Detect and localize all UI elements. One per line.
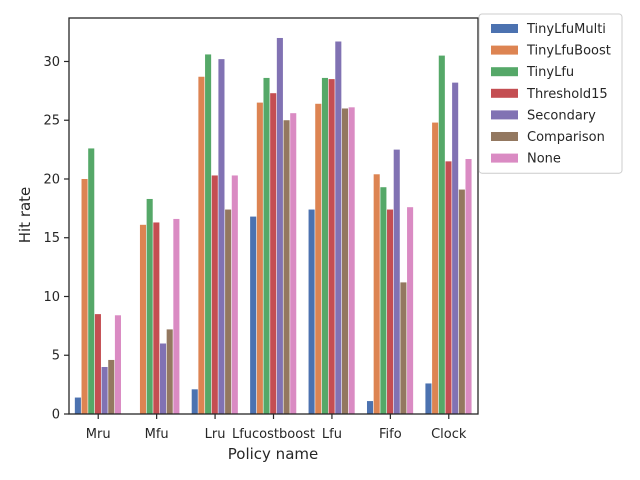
legend-swatch-tinylfuboost (491, 45, 518, 55)
bar-comparison-mru (108, 359, 115, 414)
bar-tinylfuboost-lfu (315, 103, 322, 414)
bar-comparison-mfu (166, 329, 173, 414)
bar-tinylfu-lfucostboost (263, 77, 270, 415)
bar-comparison-fifo (400, 282, 407, 414)
legend-swatch-tinylfu (491, 67, 518, 77)
bar-threshold15-mfu (153, 222, 160, 414)
x-tick-label-mru: Mru (86, 427, 111, 442)
y-tick-label: 25 (43, 114, 60, 129)
bar-secondary-mru (101, 367, 108, 414)
bar-tinylfumulti-lfu (308, 209, 315, 414)
legend-label-tinylfumulti: TinyLfuMulti (526, 22, 606, 37)
y-tick-label: 5 (52, 349, 60, 364)
bar-none-mru (114, 315, 121, 414)
bar-tinylfumulti-lfucostboost (250, 216, 257, 414)
bar-none-lfu (348, 107, 355, 414)
bar-secondary-lfucostboost (276, 37, 283, 414)
bar-secondary-fifo (393, 149, 400, 415)
bar-tinylfu-clock (438, 55, 445, 414)
bar-tinylfuboost-mru (81, 178, 88, 414)
bar-tinylfumulti-mru (74, 397, 81, 414)
bar-none-lfucostboost (290, 113, 297, 415)
bar-tinylfuboost-lru (198, 76, 205, 414)
legend-swatch-threshold15 (491, 88, 518, 98)
y-tick-label: 30 (43, 55, 60, 70)
x-tick-label-lru: Lru (205, 427, 226, 442)
bar-comparison-clock (458, 189, 465, 414)
bar-secondary-lfu (335, 41, 342, 414)
legend-label-threshold15: Threshold15 (526, 87, 608, 102)
bar-none-mfu (173, 218, 180, 414)
bar-comparison-lru (225, 209, 232, 414)
bar-tinylfuboost-fifo (373, 174, 380, 414)
legend: TinyLfuMulti TinyLfuBoost TinyLfu Threshold… (478, 13, 623, 174)
legend-label-secondary: Secondary (527, 108, 596, 123)
bar-tinylfu-fifo (380, 187, 387, 414)
y-axis-label: Hit rate (16, 187, 34, 244)
legend-label-tinylfu: TinyLfu (526, 65, 574, 80)
bar-comparison-lfucostboost (283, 120, 290, 414)
bar-none-clock (465, 159, 472, 414)
bar-tinylfu-mru (88, 148, 95, 414)
x-axis-label: Policy name (228, 445, 318, 463)
bar-tinylfu-lru (205, 54, 212, 415)
bars-layer (74, 37, 472, 415)
bar-threshold15-mru (94, 314, 101, 414)
bar-tinylfumulti-lru (191, 389, 198, 414)
bar-none-fifo (407, 207, 414, 414)
legend-swatch-comparison (491, 132, 518, 141)
legend-label-tinylfuboost: TinyLfuBoost (526, 44, 611, 59)
y-tick-label: 10 (43, 290, 60, 305)
bar-tinylfumulti-clock (425, 383, 432, 414)
x-tick-label-fifo: Fifo (379, 427, 402, 442)
bar-threshold15-lfucostboost (270, 93, 277, 414)
bar-tinylfuboost-mfu (139, 224, 147, 414)
y-tick-label: 15 (43, 231, 60, 246)
bar-comparison-lfu (341, 108, 349, 414)
bar-secondary-mfu (159, 343, 167, 414)
bar-threshold15-fifo (387, 209, 394, 414)
bar-tinylfu-lfu (321, 77, 328, 415)
bar-secondary-clock (452, 82, 459, 414)
x-tick-label-mfu: Mfu (145, 427, 169, 442)
y-tick-label: 0 (52, 408, 60, 423)
bar-threshold15-lfu (328, 79, 335, 414)
axes-layer: 0 5 10 15 20 25 30 Mru Mfu Lru Lfucostboost Lfu Fifo… (43, 17, 479, 442)
legend-swatch-tinylfumulti (491, 24, 518, 33)
bar-tinylfumulti-fifo (366, 401, 374, 414)
bar-threshold15-clock (445, 161, 452, 414)
bar-threshold15-lru (211, 175, 218, 414)
legend-swatch-secondary (491, 110, 518, 120)
legend-swatch-none (491, 153, 518, 163)
bar-tinylfu-mfu (146, 198, 153, 414)
x-tick-label-lfucostboost: Lfucostboost (232, 427, 315, 442)
bar-secondary-lru (218, 59, 225, 414)
bar-tinylfuboost-lfucostboost (256, 102, 263, 415)
y-tick-label: 20 (43, 172, 60, 187)
x-tick-label-lfu: Lfu (322, 427, 342, 442)
x-tick-label-clock: Clock (431, 427, 467, 442)
bar-tinylfuboost-clock (432, 122, 439, 414)
bar-none-lru (231, 175, 238, 414)
legend-label-none: None (527, 152, 561, 167)
legend-label-comparison: Comparison (527, 130, 605, 145)
